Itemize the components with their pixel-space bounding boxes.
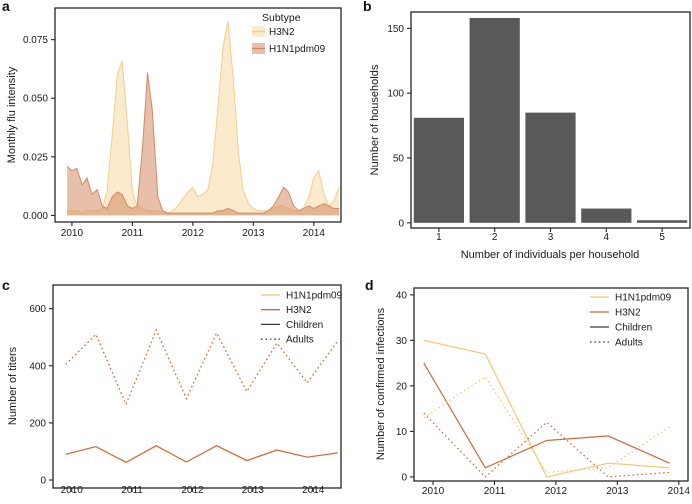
bar-1	[413, 117, 465, 223]
line-H3N2-Children	[65, 445, 338, 463]
panel-label-c: c	[2, 277, 10, 293]
plot-border	[413, 287, 689, 482]
legend-label: H3N2	[615, 308, 641, 319]
y-tick-label: 400	[29, 361, 46, 372]
y-tick-label: 200	[29, 418, 46, 429]
bar-3	[525, 112, 576, 223]
y-tick-label: 0.050	[23, 94, 48, 105]
y-tick-label: 0.075	[23, 35, 48, 46]
x-axis-title: Number of individuals per household	[461, 249, 640, 261]
legend-label: Children	[286, 320, 323, 331]
panel-label-b: b	[363, 0, 372, 14]
line-H3N2-Adults	[423, 412, 670, 478]
x-tick-label: 2013	[242, 485, 265, 496]
x-tick-label: 2010	[422, 486, 445, 497]
bar-2	[469, 17, 520, 223]
line-H3N2-Children	[423, 362, 670, 469]
y-axis-title: Number of titers	[7, 346, 19, 425]
legend-label: H1N1pdm09	[286, 291, 343, 302]
panel-c-chart: 0 200 400 600 2010 2011 2012 2013 2014 Number of …	[7, 284, 343, 496]
legend-label: Adults	[286, 335, 314, 346]
legend-label: H3N2	[269, 27, 295, 38]
y-tick-label: 20	[396, 381, 408, 392]
x-tick-label: 2014	[668, 486, 691, 497]
x-tick-label: 2010	[61, 485, 84, 496]
area-H1N1pdm09	[67, 72, 340, 216]
legend-label: H1N1pdm09	[269, 44, 326, 55]
line-H1N1pdm09-Children	[423, 339, 670, 478]
legend-label: H3N2	[286, 305, 312, 316]
panel-label-a: a	[2, 0, 10, 14]
y-tick-label: 0.000	[23, 211, 48, 222]
x-tick-label: 2012	[181, 485, 204, 496]
y-tick-label: 0	[40, 476, 46, 487]
x-tick-label: 2011	[121, 485, 143, 496]
x-tick-label: 2	[492, 232, 498, 243]
y-tick-label: 0	[401, 472, 407, 483]
x-tick-label: 2014	[303, 228, 326, 239]
x-tick-label: 2012	[545, 486, 568, 497]
area-H3N2	[67, 20, 340, 216]
y-tick-label: 100	[387, 89, 404, 100]
x-tick-label: 2012	[182, 228, 205, 239]
plot-border	[52, 284, 342, 489]
legend-label: H1N1pdm09	[615, 293, 672, 304]
plot-border	[54, 7, 342, 223]
x-tick-label: 2010	[61, 228, 84, 239]
y-tick-label: 600	[29, 304, 46, 315]
panel-a-chart: 0.000 0.025 0.050 0.075 2010 2011 2012 2013 2014…	[6, 7, 342, 239]
y-tick-label: 0	[398, 218, 404, 229]
x-tick-label: 1	[436, 232, 442, 243]
bar-4	[581, 208, 632, 223]
legend-title: Subtype	[262, 12, 301, 24]
y-tick-label: 30	[396, 336, 408, 347]
legend-label: Children	[615, 323, 652, 334]
panel-b-chart: 0 50 100 150 1 2 3 4 5 Number of households Number…	[369, 11, 691, 261]
bar-5	[636, 220, 688, 223]
panel-label-d: d	[365, 277, 374, 293]
legend-label: Adults	[615, 338, 643, 349]
y-tick-label: 40	[396, 290, 408, 301]
y-axis-title: Number of confirmed infections	[375, 307, 387, 460]
x-tick-label: 2011	[122, 228, 144, 239]
area-edge-H1N1pdm09	[66, 72, 340, 214]
x-tick-label: 2011	[484, 486, 506, 497]
panel-d-chart: 0 10 20 30 40 2010 2011 2012 2013 2014 Number of c…	[375, 287, 691, 497]
y-tick-label: 50	[393, 153, 405, 164]
x-tick-label: 5	[659, 232, 665, 243]
x-tick-label: 2014	[302, 485, 325, 496]
y-tick-label: 0.025	[23, 152, 48, 163]
line-H3N2-Adults	[65, 328, 338, 406]
x-tick-label: 3	[548, 232, 554, 243]
y-axis-title: Number of households	[369, 64, 381, 175]
x-tick-label: 4	[604, 232, 610, 243]
y-tick-label: 150	[387, 24, 404, 35]
y-tick-label: 10	[396, 427, 408, 438]
x-tick-label: 2013	[242, 228, 265, 239]
y-axis-title: Monthly flu intensity	[6, 66, 18, 163]
line-H1N1pdm09-Adults	[423, 375, 670, 474]
x-tick-label: 2013	[606, 486, 629, 497]
